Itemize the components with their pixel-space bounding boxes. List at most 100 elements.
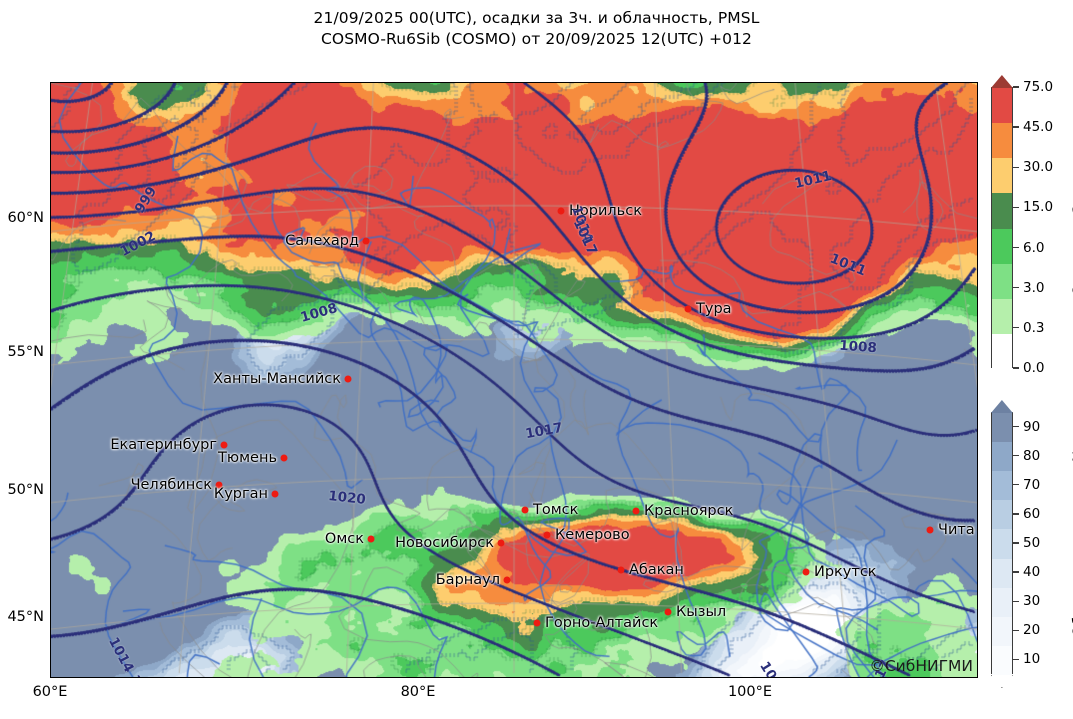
city-dot-icon: [521, 506, 529, 514]
colorbar-gradient-precipitation: [990, 75, 1013, 369]
colorbar-tick: 80: [1013, 448, 1040, 464]
colorbar-tick: 10: [1013, 651, 1040, 667]
colorbar-band: [992, 298, 1012, 334]
colorbar-precipitation: 75.0 45.0 30.0 15.0 6.0 3.0 0.3 0.0 Осадки за 3ч…: [990, 75, 1073, 376]
colorbar-band: [992, 616, 1012, 646]
colorbar-band: [992, 558, 1012, 588]
colorbar-tick: 50: [1013, 535, 1040, 551]
copyright-watermark: ©СибНИГМИ: [869, 657, 973, 675]
colorbar-tick: 45.0: [1013, 119, 1053, 135]
colorbar-band: [992, 529, 1012, 559]
isobar-label: 1008: [838, 337, 878, 357]
colorbar-tick-label: 3.0: [1023, 279, 1045, 296]
city-name-label: Чита: [938, 522, 975, 538]
colorbar-tick: 75.0: [1013, 79, 1053, 95]
colorbar-tick: 6.0: [1013, 240, 1044, 256]
city-name-label: Иркутск: [814, 564, 877, 580]
city-name-label: Барнаул: [435, 572, 500, 588]
lat-tick-label: 50°N: [7, 482, 44, 498]
city-name-label: Кемерово: [555, 527, 630, 543]
city-dot-icon: [632, 507, 640, 515]
lat-tick-label: 60°N: [7, 210, 44, 226]
city-dot-icon: [976, 231, 977, 239]
colorbar-extend-min-arrow: [990, 675, 1013, 688]
city-dot-icon: [271, 490, 279, 498]
colorbar-tick-label: 20: [1023, 622, 1041, 639]
city-dot-icon: [344, 375, 352, 383]
city-name-label: Абакан: [629, 562, 684, 578]
city-dot-icon: [557, 207, 565, 215]
colorbar-band: [992, 263, 1012, 299]
colorbar-tick: 70: [1013, 477, 1040, 493]
colorbar-tick: 60: [1013, 506, 1040, 522]
colorbar-tick-label: 80: [1023, 447, 1041, 464]
city-dot-icon: [362, 237, 370, 245]
colorbar-tick: 40: [1013, 564, 1040, 580]
city-name-label: Горно-Алтайск: [545, 615, 659, 631]
city-name-label: Челябинск: [130, 477, 212, 493]
colorbar-tick-label: 75.0: [1023, 79, 1054, 95]
colorbar-tick: 15.0: [1013, 199, 1053, 215]
colorbar-gradient-cloud-cover: [990, 400, 1013, 688]
chart-title: 21/09/2025 00(UTC), осадки за 3ч. и обла…: [0, 8, 1073, 50]
colorbar-tick-label: 6.0: [1023, 239, 1045, 256]
colorbar-band: [992, 442, 1012, 472]
city-dot-icon: [533, 619, 541, 627]
colorbar-ticks-cloud-cover: 90 80 70 60 50 40 30 20 10: [1013, 412, 1073, 674]
colorbar-band: [992, 645, 1012, 675]
city-dot-icon: [543, 531, 551, 539]
colorbar-extend-max-arrow: [990, 400, 1013, 413]
city-dot-icon: [503, 576, 511, 584]
colorbar-tick-label: 30: [1023, 593, 1041, 610]
city-name-label: Красноярск: [644, 503, 734, 519]
colorbar-tick: 0.3: [1013, 320, 1044, 336]
colorbar-tick-label: 60: [1023, 505, 1041, 522]
city-name-label: Тюмень: [218, 450, 277, 466]
colorbar-band: [992, 228, 1012, 264]
city-dot-icon: [664, 608, 672, 616]
city-name-label: Тура: [696, 301, 732, 317]
colorbar-tick-label: 10: [1023, 651, 1041, 668]
lat-tick-label: 45°N: [7, 609, 44, 625]
city-dot-icon: [617, 566, 625, 574]
city-dot-icon: [926, 526, 934, 534]
colorbar-tick-label: 30.0: [1023, 159, 1054, 176]
lat-tick-label: 55°N: [7, 344, 44, 360]
city-dot-icon: [215, 481, 223, 489]
colorbar-tick: 20: [1013, 622, 1040, 638]
city-dot-icon: [367, 535, 375, 543]
city-name-label: Курган: [213, 486, 268, 502]
colorbar-tick-label: 70: [1023, 476, 1041, 493]
colorbar-band: [992, 88, 1012, 124]
city-name-label: Ханты-Мансийск: [213, 371, 341, 387]
colorbar-band: [992, 587, 1012, 617]
colorbar-tick: 30.0: [1013, 159, 1053, 175]
lon-tick-label: 80°E: [400, 684, 436, 700]
city-name-label: Норильск: [569, 203, 642, 219]
city-name-label: Салехард: [285, 233, 359, 249]
colorbar-band: [992, 158, 1012, 194]
colorbar-tick-label: 0.0: [1023, 360, 1045, 376]
city-name-label: Кызыл: [676, 604, 727, 620]
colorbar-band: [992, 123, 1012, 159]
title-line-1: 21/09/2025 00(UTC), осадки за 3ч. и обла…: [313, 9, 760, 27]
city-dot-icon: [802, 568, 810, 576]
colorbar-cloud-cover: 90 80 70 60 50 40 30 20 10 Облачность ср. яруса, …: [990, 400, 1073, 688]
city-dot-icon: [497, 539, 505, 547]
city-dot-icon: [684, 305, 692, 313]
colorbar-tick: 90: [1013, 419, 1040, 435]
colorbar-band: [992, 413, 1012, 443]
colorbar-tick: 30: [1013, 593, 1040, 609]
colorbar-band: [992, 500, 1012, 530]
city-name-label: Новосибирск: [395, 535, 494, 551]
colorbar-tick-label: 45.0: [1023, 119, 1054, 136]
map-plot-area[interactable]: НорильскСалехардЯкутскТураХанты-Мансийск…: [50, 82, 978, 678]
colorbar-tick: 0.0: [1013, 360, 1044, 376]
colorbar-band: [992, 471, 1012, 501]
colorbar-tick-label: 40: [1023, 564, 1041, 581]
colorbar-extend-max-arrow: [990, 75, 1013, 88]
city-name-label: Екатеринбург: [110, 437, 217, 453]
colorbar-tick-label: 15.0: [1023, 199, 1054, 216]
colorbar-band: [992, 333, 1012, 369]
title-line-2: COSMO-Ru6Sib (COSMO) от 20/09/2025 12(UT…: [320, 30, 753, 48]
